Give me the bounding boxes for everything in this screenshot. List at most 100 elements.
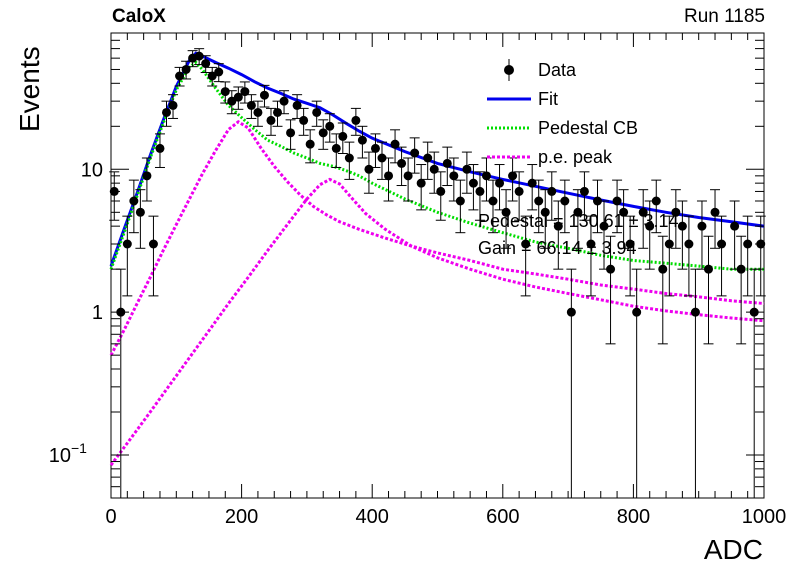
data-point [272,100,283,127]
series-p-e-peak-line [109,119,765,356]
data-point-marker [690,307,700,317]
data-point-marker [175,71,185,81]
data-point [141,157,152,202]
data-point-marker [632,307,642,317]
data-point-marker [553,221,563,231]
x-tick-label: 0 [105,506,116,528]
data-point-marker [318,128,328,138]
data-point [396,146,407,187]
data-point [318,119,329,150]
data-point-marker [266,115,276,125]
data-point [370,133,381,168]
data-point [344,141,355,180]
data-point [742,215,753,297]
experiment-label: CaloX [112,6,166,27]
data-point-marker [135,207,145,217]
data-point [736,235,747,345]
data-point [625,215,636,297]
data-point [494,164,505,211]
data-point-marker [364,164,374,174]
fit-result-text: Pedestal = 130.61 ± 3.14 [478,211,679,231]
data-point-marker [390,139,400,149]
data-point [337,122,348,155]
data-point [383,157,394,202]
data-point [233,86,244,110]
legend-label: Data [538,60,577,80]
data-point-marker [508,171,518,181]
data-point [200,55,211,74]
data-point [331,133,342,168]
data-point-marker [410,148,420,158]
data-point-marker [305,139,315,149]
legend-entry: p.e. peak [487,147,613,167]
data-point [154,133,165,168]
data-point [416,164,427,211]
data-point [585,215,596,297]
data-point-marker [194,51,204,61]
legend-entry: Pedestal CB [487,118,638,138]
data-point-marker [331,143,341,153]
data-point-marker [717,239,727,249]
series-pedestal-cb-line [109,60,764,271]
data-point [442,146,453,187]
data-point [350,107,361,136]
data-point-marker [233,92,243,102]
data-point-marker [677,221,687,231]
legend-label: Pedestal CB [538,118,638,138]
data-point-marker [488,196,498,206]
data-point [710,189,721,249]
data-point-marker [142,171,152,181]
data-point-marker [312,107,322,117]
legend-data-marker [504,65,514,75]
data-point [135,189,146,249]
data-point-marker [397,158,407,168]
data-point-marker [481,171,491,181]
data-point [520,215,531,297]
data-point-marker [429,164,439,174]
data-point-marker [697,221,707,231]
data-point-marker [325,121,335,131]
data-point-marker [527,178,537,188]
data-point-marker [162,107,172,117]
data-point [631,268,642,498]
x-tick-label: 800 [617,506,650,528]
data-point-marker [703,264,713,274]
data-point [690,268,701,498]
series-p-e-peak-line [109,177,765,466]
data-point [128,179,139,234]
data-point [729,200,740,270]
data-point [376,141,387,180]
data-point [363,151,374,194]
data-point-marker [423,153,433,163]
data-point-marker [540,207,550,217]
data-point-marker [227,96,237,106]
data-point-marker [638,207,648,217]
data-point [474,171,485,221]
data-point-marker [148,239,158,249]
data-point [670,189,681,249]
data-point-marker [586,239,596,249]
data-point [435,171,446,221]
data-point-marker [514,186,524,196]
data-point-marker [279,96,289,106]
data-point-marker [207,71,217,81]
y-tick-label: 10 [81,159,103,181]
data-point [213,63,224,83]
data-point [220,81,231,104]
data-point-marker [299,115,309,125]
data-point-marker [155,143,165,153]
legend-entry: Data [504,59,577,81]
x-tick-label: 1000 [742,506,787,528]
data-point-marker [416,178,426,188]
data-point [226,90,237,115]
data-point [265,107,276,136]
data-point [527,164,538,211]
run-label: Run 1185 [684,6,765,27]
legend-label: p.e. peak [538,147,613,167]
data-point [644,200,655,270]
data-point [285,119,296,150]
data-point [683,215,694,297]
data-point [579,171,590,221]
data-point [657,235,668,345]
